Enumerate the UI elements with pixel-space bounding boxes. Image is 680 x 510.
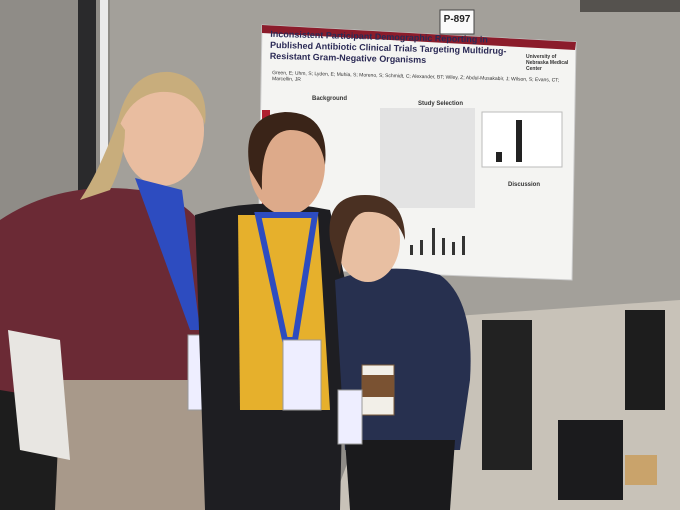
poster-title: Inconsistent Participant Demographic Rep… xyxy=(269,28,507,65)
section-heading: Discussion xyxy=(508,182,541,188)
poster-number: P-897 xyxy=(443,14,471,25)
section-heading: Study Selection xyxy=(418,101,464,107)
section-heading: Background xyxy=(312,96,348,102)
poster-institution: University of Nebraska Medical Center xyxy=(526,54,569,72)
